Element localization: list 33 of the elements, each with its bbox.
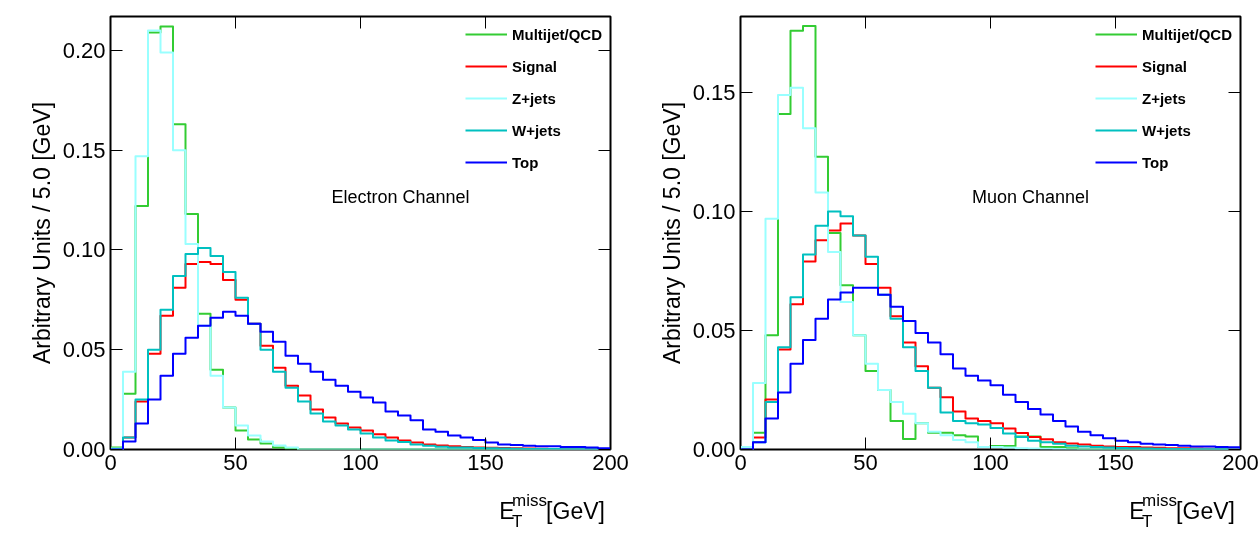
legend-label: W+jets (512, 121, 561, 139)
y-tick-label: 0.15 (692, 80, 736, 106)
x-tick-label: 0 (734, 449, 747, 475)
y-tick-label: 0.05 (692, 318, 736, 344)
x-tick-label: 50 (853, 449, 878, 475)
legend-label: Multijet/QCD (512, 25, 602, 43)
y-tick-label: 0.15 (62, 137, 106, 163)
x-tick-label: 100 (972, 449, 1009, 475)
legend-label: Multijet/QCD (1142, 25, 1232, 43)
legend-label: Signal (512, 57, 558, 75)
x-tick-label: 150 (1097, 449, 1134, 475)
annotation: Muon Channel (971, 186, 1090, 207)
x-tick-label: 200 (1222, 449, 1259, 475)
legend-label: Z+jets (512, 89, 556, 107)
x-tick-label: 150 (467, 449, 504, 475)
y-tick-label: 0.10 (692, 199, 736, 225)
y-tick-label: 0.00 (692, 437, 736, 462)
y-axis-title: Arbitrary Units / 5.0 [GeV] (658, 101, 685, 365)
y-axis-title: Arbitrary Units / 5.0 [GeV] (28, 101, 55, 365)
y-tick-label: 0.10 (62, 237, 106, 263)
legend-label: Z+jets (1142, 89, 1186, 107)
annotation: Electron Channel (331, 186, 470, 207)
y-tick-label: 0.00 (62, 437, 106, 462)
x-tick-label: 0 (104, 449, 117, 475)
x-tick-label: 100 (342, 449, 379, 475)
legend-label: Top (1142, 153, 1169, 171)
y-tick-label: 0.05 (62, 337, 106, 363)
y-tick-label: 0.20 (62, 37, 106, 63)
x-tick-label: 200 (592, 449, 629, 475)
legend-label: Signal (1142, 57, 1188, 75)
legend-label: Top (512, 153, 539, 171)
x-tick-label: 50 (223, 449, 248, 475)
legend-label: W+jets (1142, 121, 1191, 139)
